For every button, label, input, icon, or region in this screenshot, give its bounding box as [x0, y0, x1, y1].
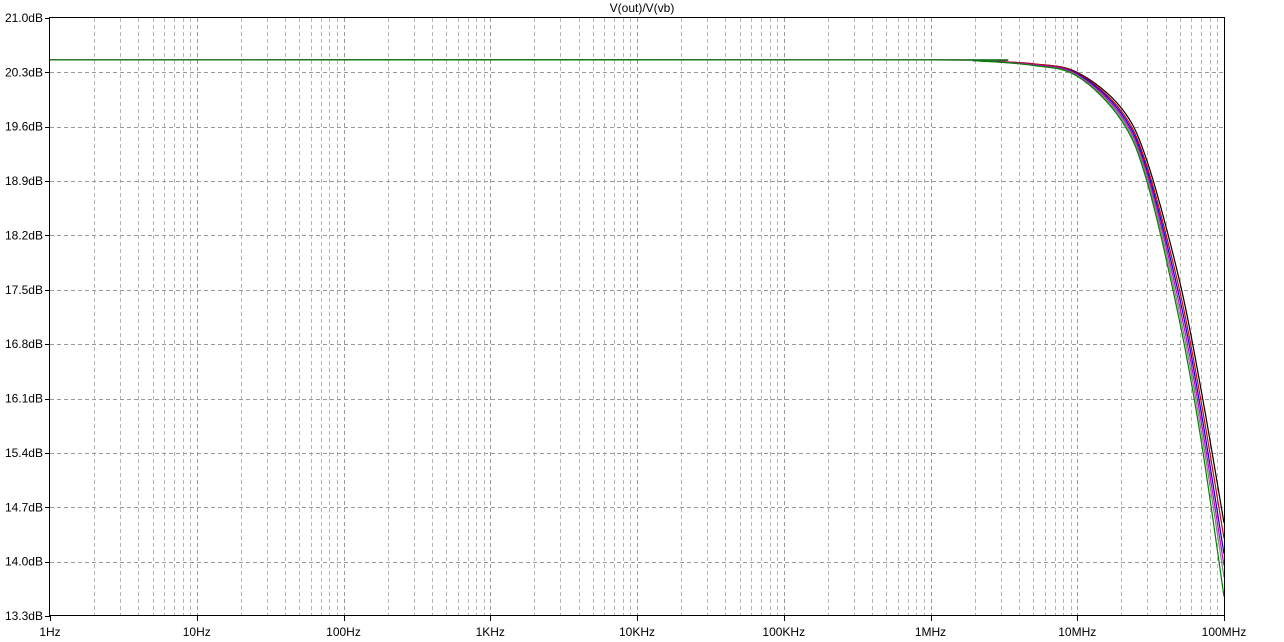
- x-tick-label: 1KHz: [476, 625, 505, 639]
- x-tick-label: 100KHz: [762, 625, 805, 639]
- y-tick-label: 21.0dB: [5, 11, 43, 25]
- x-tick-label: 10MHz: [1058, 625, 1096, 639]
- plot-frame: [49, 17, 1225, 616]
- chart-title: V(out)/V(vb): [610, 1, 675, 15]
- y-tick-label: 16.8dB: [5, 337, 43, 351]
- x-tick-label: 1MHz: [915, 625, 946, 639]
- y-tick-label: 17.5dB: [5, 283, 43, 297]
- y-tick-label: 20.3dB: [5, 65, 43, 79]
- y-tick-label: 16.1dB: [5, 392, 43, 406]
- y-tick-label: 14.0dB: [5, 555, 43, 569]
- y-tick-label: 14.7dB: [5, 500, 43, 514]
- x-tick-label: 100MHz: [1202, 625, 1247, 639]
- tick-labels: 1Hz 10Hz 100Hz 1KHz 10KHz 100KHz 1MHz 10MHz 100M…: [5, 11, 1246, 639]
- trace-line-6: [49, 59, 1225, 597]
- y-tick-label: 19.6dB: [5, 120, 43, 134]
- x-tick-label: 1Hz: [39, 625, 60, 639]
- y-tick-label: 13.3dB: [5, 609, 43, 623]
- y-tick-label: 18.2dB: [5, 228, 43, 242]
- x-tick-label: 100Hz: [326, 625, 361, 639]
- x-tick-label: 10Hz: [183, 625, 211, 639]
- y-tick-label: 15.4dB: [5, 446, 43, 460]
- grid: [50, 18, 1224, 616]
- x-tick-label: 10KHz: [619, 625, 655, 639]
- traces: [49, 59, 1225, 597]
- y-tick-label: 18.9dB: [5, 174, 43, 188]
